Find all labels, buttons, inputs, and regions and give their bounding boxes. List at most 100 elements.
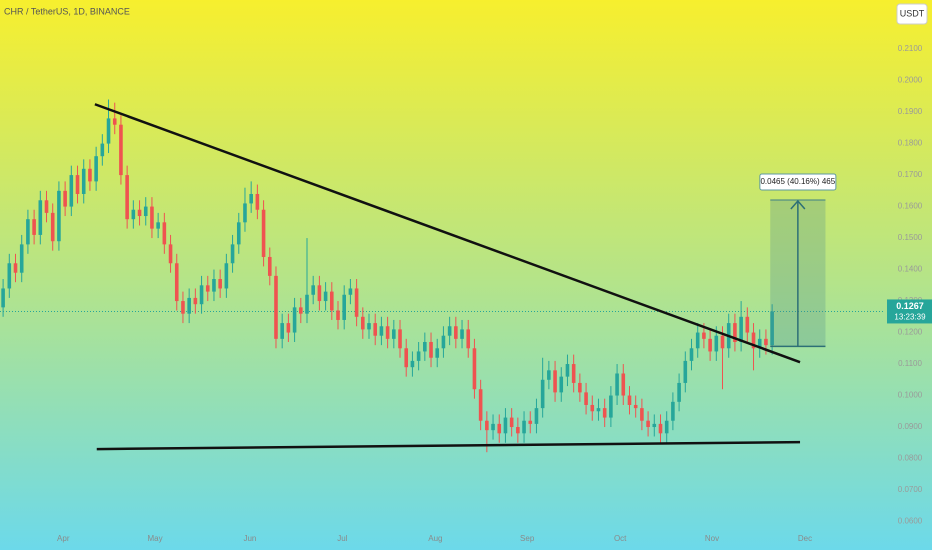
candle-body [32,219,36,235]
candle-body [298,307,303,314]
candle-body [119,124,123,176]
candle-body [683,360,688,383]
x-tick-label: Jul [337,534,347,543]
candle-body [460,329,464,339]
candle-body [447,326,452,336]
candle-body [602,408,607,418]
candle-body [497,423,502,434]
candle-body [528,420,533,424]
candle-body [267,256,272,276]
candle-body [81,168,86,194]
candle-body [156,222,160,229]
candle-body [26,219,30,245]
candle-body [503,417,508,434]
candle-body [652,423,657,428]
candle-body [472,348,477,390]
y-tick-label: 0.1400 [898,265,923,274]
candle-body [181,301,185,314]
candle-body [1,288,5,308]
candle-body [69,175,74,207]
candle-body [429,341,433,358]
candle-body [174,263,179,302]
candle-body [522,420,526,434]
candle-body [702,332,706,339]
x-tick-label: May [147,534,162,543]
candle-body [329,291,334,311]
candle-body [757,338,762,349]
trend-line [96,440,801,451]
candle-body [193,297,198,305]
y-tick-label: 0.2100 [898,44,923,53]
candle-body [485,420,489,431]
candle-body [640,408,644,421]
candle-body [478,389,483,421]
candle-body [212,279,216,292]
currency-box[interactable] [896,3,928,25]
candle-body [137,209,142,217]
candle-body [398,329,402,349]
candle-body [720,335,725,349]
candle-body [57,190,61,242]
y-tick-label: 0.0900 [898,422,923,431]
candle-body [162,222,167,245]
candle-body [547,370,551,380]
candle-body [125,175,129,220]
candle-body [230,244,235,264]
price-tag [887,299,932,324]
candle-body [615,373,619,396]
measure-label: 0.0465 (40.16%) 465 [760,177,835,186]
candle-body [590,404,595,412]
candle-body [168,244,173,264]
candle-body [404,348,409,368]
candle-body [38,200,43,235]
candle-body [317,285,322,302]
candle-body [88,168,92,182]
candle-body [354,288,359,317]
candle-body [733,323,737,342]
candle-body [292,307,297,333]
candle-body [199,285,204,305]
candle-body [410,360,415,368]
measure-label-box [759,173,837,191]
candle-body [218,279,222,289]
x-tick-label: Aug [428,534,442,543]
candle-body [435,348,440,358]
x-tick-label: Dec [798,534,812,543]
candle-body [516,427,520,434]
candle-body [714,335,719,352]
candle-body [621,373,626,396]
candle-body [361,316,365,330]
candle-body [236,222,241,245]
candle-body [664,420,669,434]
candle-body [311,285,315,295]
candle-body [75,175,80,194]
x-tick-label: Jun [243,534,256,543]
candle-body [112,118,117,125]
candle-body [751,332,756,349]
candle-body [534,408,539,424]
y-tick-label: 0.2000 [898,76,923,85]
candle-body [559,376,564,393]
x-tick-label: Oct [614,534,627,543]
y-tick-label: 0.0600 [898,517,923,526]
candle-body [553,370,557,393]
candle-body [243,203,247,223]
candle-body [646,420,650,428]
x-tick-label: Sep [520,534,535,543]
candle-body [342,294,347,320]
candle-body [770,311,774,346]
price-tag-countdown: 13:23:39 [894,313,926,322]
candle-body [671,401,675,421]
currency-label[interactable]: USDT [900,8,925,18]
chart-title: CHR / TetherUS, 1D, BINANCE [4,6,130,16]
x-tick-label: Nov [705,534,719,543]
candle-body [658,423,663,434]
candle-body [19,244,24,273]
candle-body [255,193,260,210]
candle-body [584,392,588,405]
y-tick-label: 0.1000 [898,391,923,400]
candle-body [578,382,582,393]
candle-body [441,335,446,349]
candle-body [323,291,328,302]
